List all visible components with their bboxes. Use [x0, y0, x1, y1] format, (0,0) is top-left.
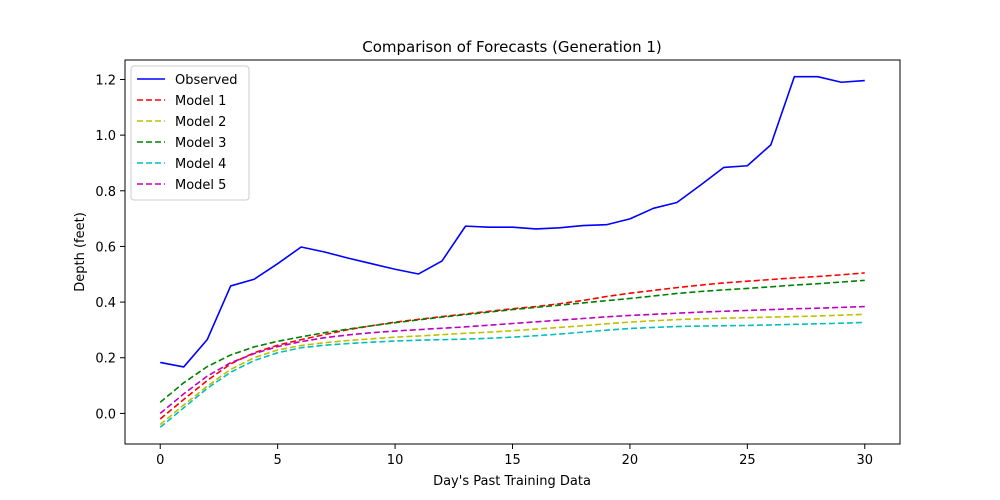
- legend-label: Model 1: [175, 94, 226, 109]
- y-tick-label: 0.4: [95, 296, 116, 311]
- legend-label: Observed: [175, 73, 238, 88]
- y-tick-label: 1.2: [95, 73, 116, 88]
- x-tick-label: 15: [504, 453, 521, 468]
- series-line-model-1: [159, 272, 865, 420]
- series-line-model-5: [159, 305, 865, 415]
- x-tick-label: 5: [274, 453, 282, 468]
- legend-label: Model 3: [175, 136, 226, 151]
- legend: Observed Model 1 Model 2 Model 3 Model 4 Mode…: [130, 65, 250, 201]
- x-tick-label: 25: [739, 453, 756, 468]
- y-tick-label: 1.0: [95, 129, 116, 144]
- x-axis-ticks: 0 5 10 15 20 25 30: [156, 444, 873, 468]
- y-axis-label: Depth (feet): [73, 212, 88, 292]
- series-line-model-4: [159, 321, 865, 428]
- series-line-model-3: [159, 279, 865, 403]
- legend-label: Model 2: [175, 115, 226, 130]
- y-axis-ticks: 0.0 0.2 0.4 0.6 0.8 1.0 1.2: [95, 73, 125, 422]
- y-tick-label: 0.0: [95, 407, 116, 422]
- x-tick-label: 20: [622, 453, 639, 468]
- series-line-model-2: [159, 313, 865, 426]
- x-tick-label: 0: [156, 453, 164, 468]
- x-axis-label: Day's Past Training Data: [433, 474, 591, 489]
- plot-series-group: [159, 75, 865, 428]
- chart-title: Comparison of Forecasts (Generation 1): [362, 38, 662, 56]
- series-line-observed: [160, 75, 865, 368]
- y-tick-label: 0.8: [95, 185, 116, 200]
- legend-label: Model 4: [175, 157, 226, 172]
- y-tick-label: 0.6: [95, 240, 116, 255]
- x-tick-label: 10: [387, 453, 404, 468]
- legend-label: Model 5: [175, 178, 226, 193]
- y-tick-label: 0.2: [95, 352, 116, 367]
- x-tick-label: 30: [856, 453, 873, 468]
